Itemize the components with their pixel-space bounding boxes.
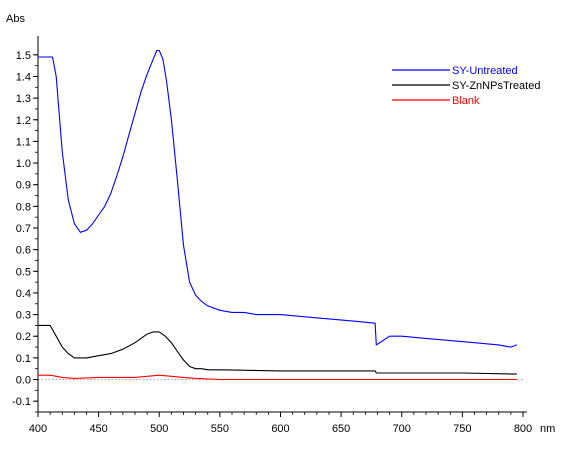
y-tick-label: 1.3 bbox=[16, 93, 31, 105]
y-tick-label: -0.1 bbox=[12, 396, 31, 408]
y-tick-label: 1.1 bbox=[16, 136, 31, 148]
series-line-sy-znnpstreated bbox=[38, 324, 517, 375]
x-axis-label: nm bbox=[540, 423, 555, 435]
x-tick-label: 750 bbox=[453, 423, 471, 435]
y-tick-label: 0.7 bbox=[16, 223, 31, 235]
y-tick-label: 0.5 bbox=[16, 266, 31, 278]
y-tick-label: 1.2 bbox=[16, 115, 31, 127]
x-tick-label: 550 bbox=[211, 423, 229, 435]
y-tick-label: 1.4 bbox=[16, 71, 31, 83]
y-tick-label: 1.5 bbox=[16, 50, 31, 62]
y-tick-label: 0.1 bbox=[16, 353, 31, 365]
y-tick-label: 0.8 bbox=[16, 201, 31, 213]
x-tick-label: 800 bbox=[514, 423, 532, 435]
y-tick-label: 0.3 bbox=[16, 310, 31, 322]
y-tick-label: 0.9 bbox=[16, 180, 31, 192]
y-tick-label: 0.4 bbox=[16, 288, 31, 300]
y-tick-label: 0.6 bbox=[16, 245, 31, 257]
x-tick-label: 400 bbox=[29, 423, 47, 435]
x-tick-label: 600 bbox=[271, 423, 289, 435]
y-axis-label: Abs bbox=[6, 13, 25, 25]
x-tick-label: 650 bbox=[332, 423, 350, 435]
y-tick-label: 0.2 bbox=[16, 331, 31, 343]
y-tick-label: 1.0 bbox=[16, 158, 31, 170]
x-tick-label: 450 bbox=[89, 423, 107, 435]
series-line-blank bbox=[38, 374, 517, 381]
legend-label: SY-ZnNPsTreated bbox=[452, 80, 540, 92]
legend-label: Blank bbox=[452, 95, 480, 107]
series-line-sy-untreated bbox=[38, 49, 518, 348]
x-tick-label: 500 bbox=[150, 423, 168, 435]
x-tick-label: 700 bbox=[393, 423, 411, 435]
legend-label: SY-Untreated bbox=[452, 65, 518, 77]
y-tick-label: 0.0 bbox=[16, 375, 31, 387]
